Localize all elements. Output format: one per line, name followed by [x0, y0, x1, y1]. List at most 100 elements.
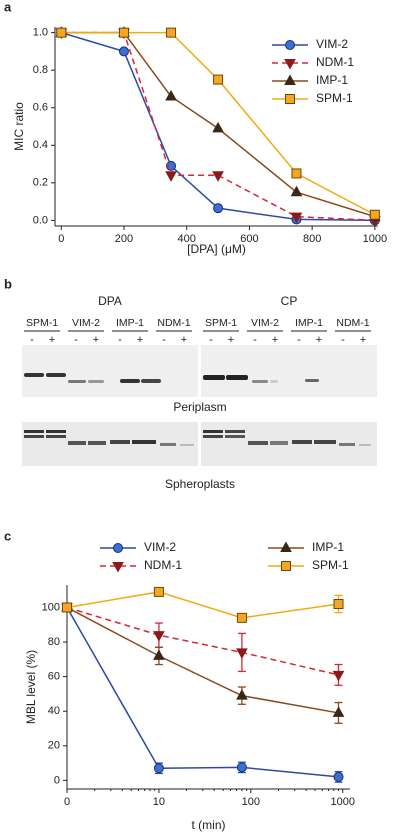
marker [281, 561, 291, 571]
lane-label: SPM-1 [205, 317, 237, 329]
marker [332, 670, 345, 682]
marker [153, 586, 164, 597]
x-tick-label: 10 [153, 796, 165, 808]
band [292, 440, 312, 444]
marker [291, 168, 302, 179]
lane-sign: - [253, 334, 257, 346]
band [132, 440, 156, 444]
marker [118, 46, 129, 57]
marker [212, 121, 224, 133]
panel-letter: b [4, 276, 12, 291]
marker [112, 562, 124, 573]
band [339, 443, 355, 446]
fraction-label: Spheroplasts [165, 477, 235, 491]
marker [285, 94, 295, 104]
y-tick-label: 100 [42, 601, 60, 613]
band [203, 430, 223, 433]
band [46, 430, 66, 433]
marker [285, 40, 295, 50]
legend-label: VIM-2 [144, 540, 176, 554]
band [24, 435, 44, 438]
band [68, 441, 86, 445]
band [305, 379, 319, 382]
lane-sign: - [209, 334, 213, 346]
series-line [66, 606, 339, 714]
band [24, 430, 44, 433]
lane-sign: + [316, 334, 322, 346]
y-tick-label: 20 [48, 740, 60, 752]
y-tick-label: 60 [48, 671, 60, 683]
blot-image [201, 345, 377, 397]
lane-label: IMP-1 [295, 317, 323, 329]
marker [153, 631, 165, 642]
lane-sign: + [49, 334, 55, 346]
band [359, 444, 371, 446]
marker [236, 762, 247, 773]
x-tick-label: 600 [240, 233, 258, 245]
band [314, 440, 336, 444]
y-tick-label: 80 [48, 636, 60, 648]
band [180, 444, 194, 446]
y-tick-label: 40 [48, 705, 60, 717]
legend-label: SPM-1 [312, 558, 349, 572]
marker [236, 689, 248, 700]
y-axis-label: MIC ratio [12, 102, 26, 151]
legend-label: IMP-1 [316, 73, 348, 87]
series-line [61, 31, 375, 222]
marker [166, 27, 177, 38]
marker [113, 543, 123, 553]
y-axis-label: MBL level (%) [24, 650, 38, 724]
marker [56, 27, 67, 38]
x-tick-label: 0 [58, 233, 64, 245]
marker [165, 171, 177, 182]
marker [284, 59, 296, 70]
lane-sign: - [74, 334, 78, 346]
lane-label: VIM-2 [72, 317, 100, 329]
lane-label: IMP-1 [116, 317, 144, 329]
marker [284, 74, 296, 85]
x-tick-label: 400 [178, 233, 196, 245]
band [68, 380, 86, 383]
lane-sign: + [272, 334, 278, 346]
band [24, 373, 44, 377]
marker [153, 649, 165, 660]
marker [236, 612, 247, 623]
band [46, 435, 66, 438]
y-tick-label: 0.8 [33, 64, 48, 76]
marker [153, 763, 164, 774]
marker [332, 706, 345, 717]
y-tick-label: 0 [54, 774, 60, 786]
x-tick-label: 1000 [330, 796, 354, 808]
treatment-label: CP [281, 294, 298, 308]
lane-sign: + [137, 334, 143, 346]
x-tick-label: 100 [242, 796, 260, 808]
band [225, 430, 245, 433]
lane-sign: + [228, 334, 234, 346]
lane-label: NDM-1 [336, 317, 369, 329]
y-tick-label: 0.0 [33, 214, 48, 226]
panel-letter: a [4, 0, 12, 14]
x-axis-label: t (min) [192, 818, 226, 832]
marker [333, 599, 344, 610]
band [110, 440, 130, 444]
band [270, 380, 278, 383]
band [88, 441, 106, 445]
lane-sign: - [162, 334, 166, 346]
lane-sign: + [93, 334, 99, 346]
x-tick-label: 1000 [363, 233, 387, 245]
marker [62, 602, 72, 613]
band [226, 375, 248, 380]
lane-sign: - [297, 334, 301, 346]
marker [212, 171, 224, 182]
treatment-label: DPA [98, 294, 122, 308]
lane-sign: + [181, 334, 187, 346]
x-tick-label: 200 [115, 233, 133, 245]
band [225, 435, 245, 438]
marker [165, 89, 177, 101]
band [120, 379, 140, 383]
band [270, 441, 288, 445]
blot-image [22, 345, 198, 397]
marker [213, 74, 224, 85]
